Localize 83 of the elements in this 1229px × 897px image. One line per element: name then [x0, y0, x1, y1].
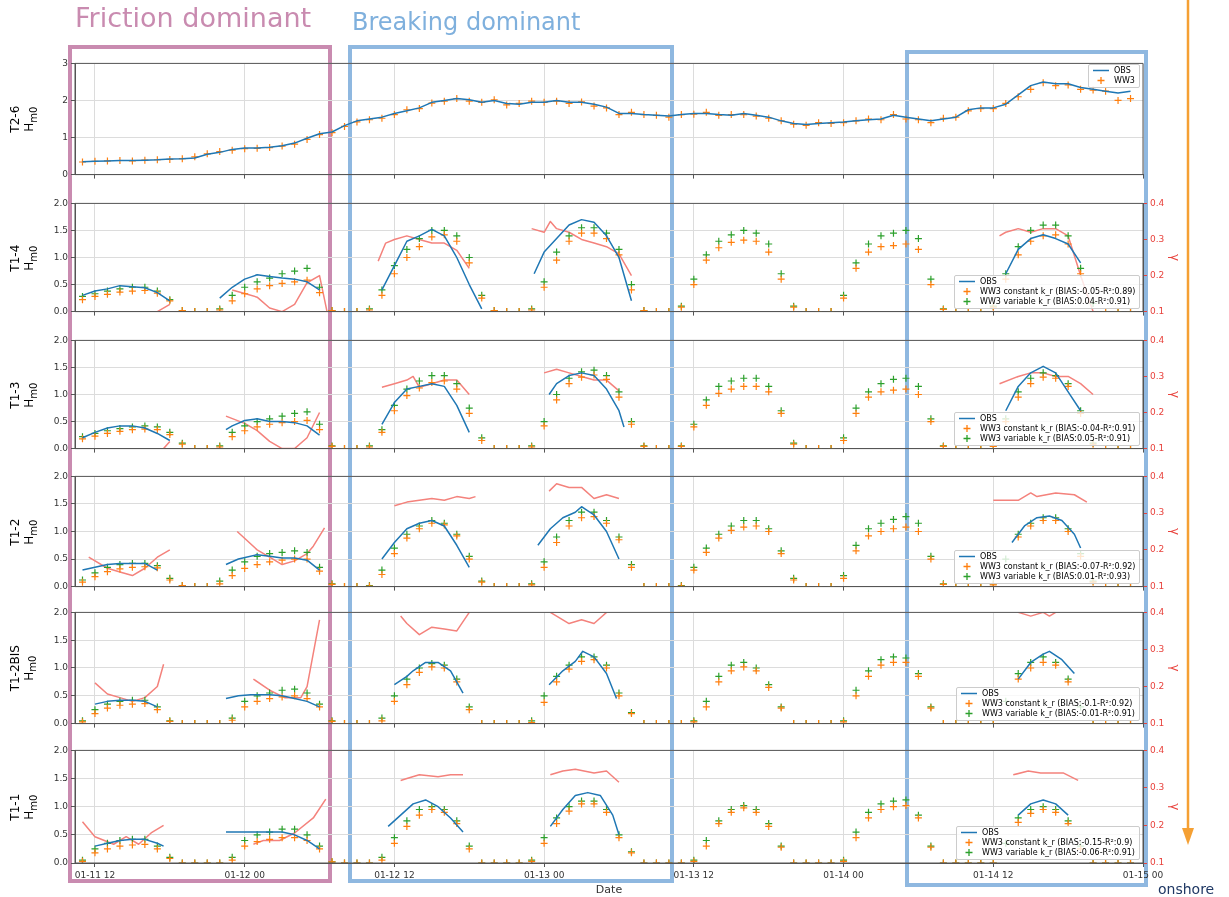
- x-axis-title: Date: [595, 883, 623, 897]
- y-tick-label: 2: [62, 94, 68, 105]
- x-tick-label: 01-15 00: [1122, 869, 1164, 880]
- y2-tick-label: 0.3: [1150, 507, 1165, 518]
- legend-label: WW3 variable k_r (BIAS:0.05-R²:0.91): [980, 433, 1131, 443]
- legend-label: OBS: [982, 688, 999, 698]
- y-tick-label: 1.0: [53, 388, 69, 399]
- y-tick-label: 0.5: [53, 690, 68, 701]
- y-tick-label: 0.5: [53, 415, 68, 426]
- y2-tick-label: 0.3: [1150, 782, 1165, 793]
- x-tick-label: 01-11 12: [74, 869, 116, 880]
- y-tick-label: 2.0: [53, 334, 69, 345]
- y2-tick-label: 0.4: [1150, 606, 1165, 617]
- y2-tick-label: 0.4: [1150, 470, 1165, 481]
- y-tick-label: 0.5: [53, 553, 68, 564]
- legend-label: OBS: [980, 551, 997, 561]
- y-tick-label: 1.5: [53, 634, 68, 645]
- y-tick-label: 1.5: [53, 361, 68, 372]
- y-tick-label: 1.5: [53, 224, 68, 235]
- y2-tick-label: 0.4: [1150, 197, 1165, 208]
- y-tick-label: 0.5: [53, 829, 68, 840]
- y2-tick-label: 0.1: [1150, 580, 1165, 591]
- y2-tick-label: 0.2: [1150, 406, 1165, 417]
- y2-axis-title: γ: [1167, 527, 1182, 536]
- x-tick-label: 01-14 12: [973, 869, 1014, 880]
- y-tick-label: 1: [62, 131, 68, 142]
- y2-tick-label: 0.1: [1150, 305, 1165, 316]
- y2-tick-label: 0.3: [1150, 233, 1165, 244]
- legend-label: WW3 variable k_r (BIAS:-0.01-R²:0.91): [982, 708, 1135, 718]
- legend-label: WW3 constant k_r (BIAS:-0.15-R²:0.9): [982, 838, 1133, 847]
- y2-tick-label: 0.3: [1150, 370, 1165, 381]
- y2-axis-title: γ: [1167, 664, 1182, 672]
- y2-tick-label: 0.2: [1150, 680, 1165, 691]
- y2-tick-label: 0.2: [1150, 544, 1165, 555]
- legend-label: WW3 variable k_r (BIAS:0.04-R²:0.91): [980, 296, 1131, 306]
- y2-axis-title: γ: [1167, 390, 1182, 399]
- legend-label: WW3 constant k_r (BIAS:-0.07-R²:0.92): [980, 561, 1136, 571]
- y-tick-label: 2.0: [53, 470, 69, 481]
- text: onshore: [1158, 881, 1215, 897]
- y-tick-label: 1.0: [53, 251, 69, 262]
- y-tick-label: 2.0: [53, 606, 69, 617]
- y2-tick-label: 0.2: [1150, 819, 1165, 830]
- x-tick-label: 01-14 00: [823, 869, 865, 880]
- legend-label: WW3 constant k_r (BIAS:-0.05-R²:0.89): [980, 286, 1136, 296]
- legend-label: WW3 constant k_r (BIAS:-0.1-R²:0.92): [982, 698, 1133, 708]
- y-tick-label: 2.0: [53, 744, 69, 755]
- x-tick-label: 01-13 00: [523, 869, 565, 880]
- y-tick-label: 0.0: [53, 857, 69, 868]
- series-label: OBS: [980, 276, 997, 286]
- y2-tick-label: 0.2: [1150, 269, 1165, 280]
- legend-label: WW3 variable k_r (BIAS:-0.06-R²:0.91): [982, 848, 1135, 857]
- y2-tick-label: 0.1: [1150, 857, 1165, 868]
- y-tick-label: 0.0: [53, 442, 69, 453]
- y-tick-label: 0.0: [53, 580, 69, 591]
- y-tick-label: 1.5: [53, 772, 68, 783]
- y-tick-label: 0.0: [53, 717, 69, 728]
- y2-tick-label: 0.4: [1150, 334, 1165, 345]
- y2-tick-label: 0.3: [1150, 643, 1165, 654]
- text: Breaking dominant: [352, 8, 581, 36]
- y2-tick-label: 0.1: [1150, 442, 1165, 453]
- y-tick-label: 2.0: [53, 197, 69, 208]
- y-tick-label: 0.0: [53, 305, 69, 316]
- y-tick-label: 1.0: [53, 662, 69, 673]
- y2-tick-label: 0.4: [1150, 744, 1165, 755]
- y-tick-label: 1.0: [53, 801, 69, 812]
- legend-label: OBS: [980, 413, 997, 423]
- y-tick-label: 0.5: [53, 278, 68, 289]
- text: Friction dominant: [75, 2, 312, 33]
- y2-tick-label: 0.1: [1150, 717, 1165, 728]
- legend-label: OBS: [982, 828, 999, 837]
- legend-label: WW3: [1114, 76, 1135, 86]
- y-tick-label: 3: [62, 57, 68, 68]
- y-tick-label: 1.5: [53, 498, 68, 509]
- legend-label: OBS: [1114, 66, 1131, 76]
- x-tick-label: 01-12 00: [224, 869, 266, 880]
- x-tick-label: 01-12 12: [374, 869, 415, 880]
- y-tick-label: 1.0: [53, 525, 69, 536]
- y2-axis-title: γ: [1167, 803, 1182, 811]
- y-tick-label: 0: [62, 168, 69, 179]
- x-tick-label: 01-13 12: [673, 869, 715, 880]
- y2-axis-title: γ: [1167, 253, 1182, 262]
- legend-label: WW3 constant k_r (BIAS:-0.04-R²:0.91): [980, 423, 1136, 433]
- legend-label: WW3 variable k_r (BIAS:0.01-R²:0.93): [980, 571, 1131, 581]
